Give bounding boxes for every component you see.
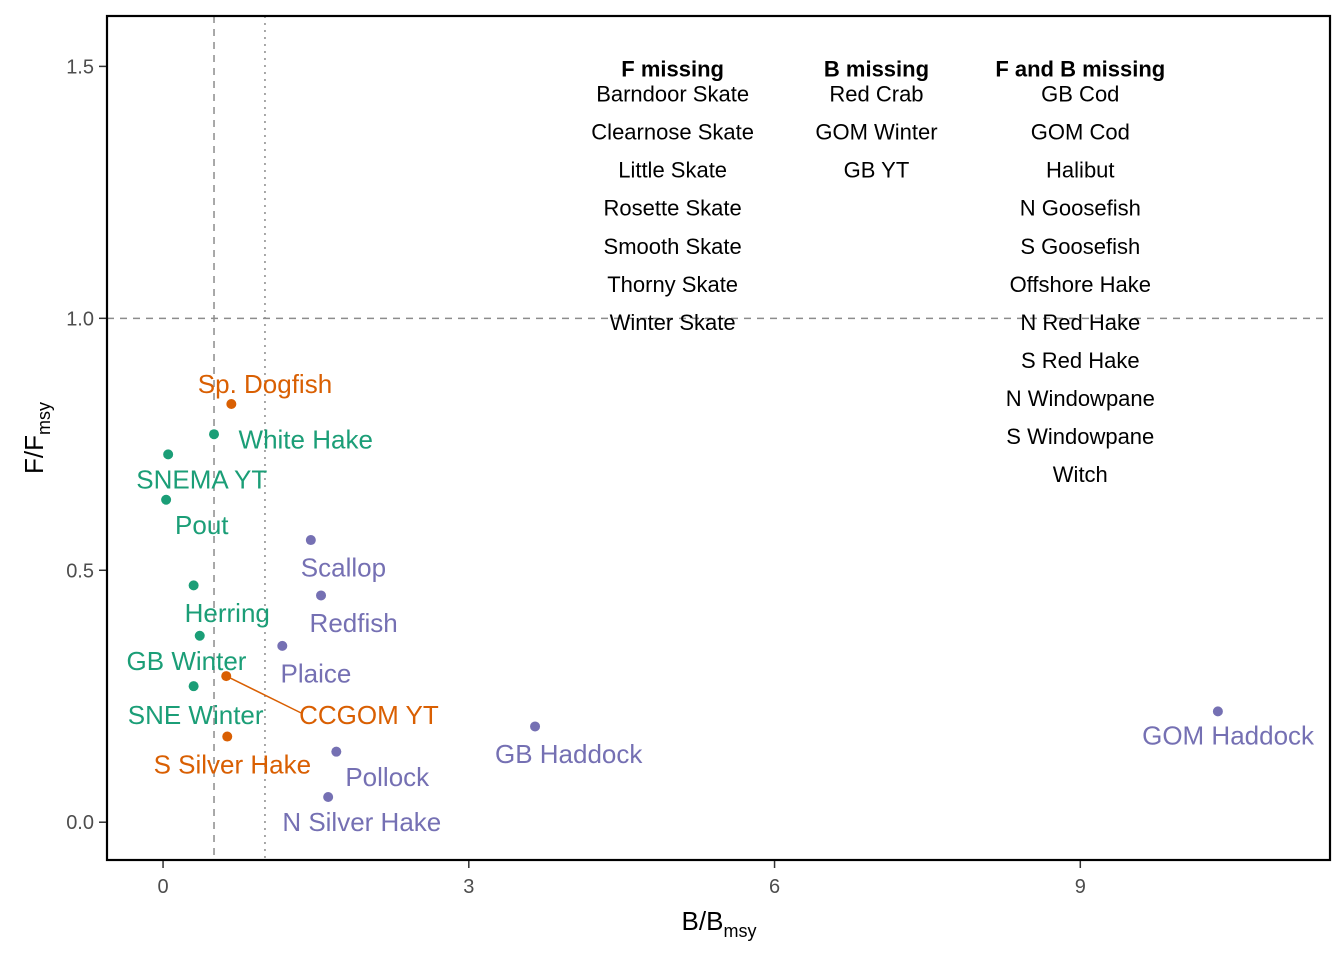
point-label: Redfish — [310, 608, 398, 638]
point-label: Pollock — [345, 762, 430, 792]
data-point — [209, 429, 220, 440]
missing-list-item: GOM Winter — [815, 120, 937, 145]
data-points — [161, 398, 1223, 803]
point-label: GB Winter — [127, 646, 247, 676]
point-label: SNE Winter — [128, 700, 264, 730]
point-label: Pout — [175, 510, 229, 540]
data-point — [323, 792, 334, 803]
x-tick-label: 6 — [769, 876, 780, 898]
point-label: Scallop — [301, 553, 386, 583]
data-point — [277, 640, 288, 651]
data-point — [530, 721, 541, 732]
missing-list-item: S Red Hake — [1021, 348, 1140, 373]
missing-list-item: Rosette Skate — [604, 196, 742, 221]
data-point — [188, 580, 199, 591]
missing-list-item: Halibut — [1046, 158, 1114, 183]
point-label: SNEMA YT — [136, 465, 267, 495]
data-point — [1212, 706, 1223, 717]
data-point — [161, 494, 172, 505]
y-axis-title: F/Fmsy — [19, 402, 54, 474]
y-tick-label: 0.5 — [66, 560, 94, 582]
data-point — [221, 671, 232, 682]
point-label: Herring — [185, 598, 270, 628]
data-point — [331, 746, 342, 757]
x-tick-label: 3 — [463, 876, 474, 898]
point-label: N Silver Hake — [282, 807, 441, 837]
point-label: GB Haddock — [495, 739, 643, 769]
missing-list-heading: F and B missing — [995, 56, 1165, 81]
missing-list-heading: B missing — [824, 56, 929, 81]
data-point — [194, 630, 205, 641]
x-tick-label: 0 — [157, 876, 168, 898]
missing-list-item: GB YT — [844, 158, 910, 183]
data-point — [222, 731, 233, 742]
missing-list-item: GOM Cod — [1031, 120, 1130, 145]
data-point — [316, 590, 327, 601]
missing-list-item: N Red Hake — [1020, 310, 1140, 335]
missing-list-item: S Windowpane — [1006, 424, 1154, 449]
x-axis: 0 3 6 9 — [157, 861, 1086, 898]
missing-list-item: Clearnose Skate — [591, 120, 754, 145]
x-tick-label: 9 — [1075, 876, 1086, 898]
missing-list-item: N Goosefish — [1020, 196, 1141, 221]
point-label: CCGOM YT — [299, 700, 439, 730]
y-tick-label: 0.0 — [66, 812, 94, 834]
data-point — [305, 535, 316, 546]
missing-list-item: N Windowpane — [1006, 386, 1155, 411]
y-axis: 0.0 0.5 1.0 1.5 — [66, 56, 106, 834]
label-leader-line — [225, 675, 302, 714]
x-axis-title: B/Bmsy — [682, 906, 757, 941]
point-label: GOM Haddock — [1142, 721, 1315, 751]
missing-list-item: Red Crab — [829, 82, 923, 107]
missing-list-item: Little Skate — [618, 158, 727, 183]
y-tick-label: 1.0 — [66, 308, 94, 330]
missing-list-item: S Goosefish — [1020, 234, 1140, 259]
point-label: Sp. Dogfish — [198, 369, 332, 399]
y-tick-label: 1.5 — [66, 56, 94, 78]
point-label: White Hake — [239, 424, 373, 454]
missing-list-item: GB Cod — [1041, 82, 1119, 107]
missing-list-item: Offshore Hake — [1010, 272, 1151, 297]
plot-panel-border — [105, 14, 1332, 862]
missing-list-item: Barndoor Skate — [596, 82, 749, 107]
label-leaders — [225, 675, 302, 714]
missing-list-item: Winter Skate — [610, 310, 736, 335]
point-label: Plaice — [281, 659, 352, 689]
data-point — [188, 681, 199, 692]
data-point — [226, 398, 237, 409]
point-label: S Silver Hake — [154, 749, 312, 779]
missing-list-item: Witch — [1053, 462, 1108, 487]
missing-list-item: Smooth Skate — [604, 234, 742, 259]
data-point — [163, 449, 174, 460]
missing-list-item: Thorny Skate — [607, 272, 738, 297]
point-labels: Sp. Dogfish White Hake SNEMA YT Pout Scallop… — [127, 369, 1316, 837]
missing-list-heading: F missing — [621, 56, 724, 81]
